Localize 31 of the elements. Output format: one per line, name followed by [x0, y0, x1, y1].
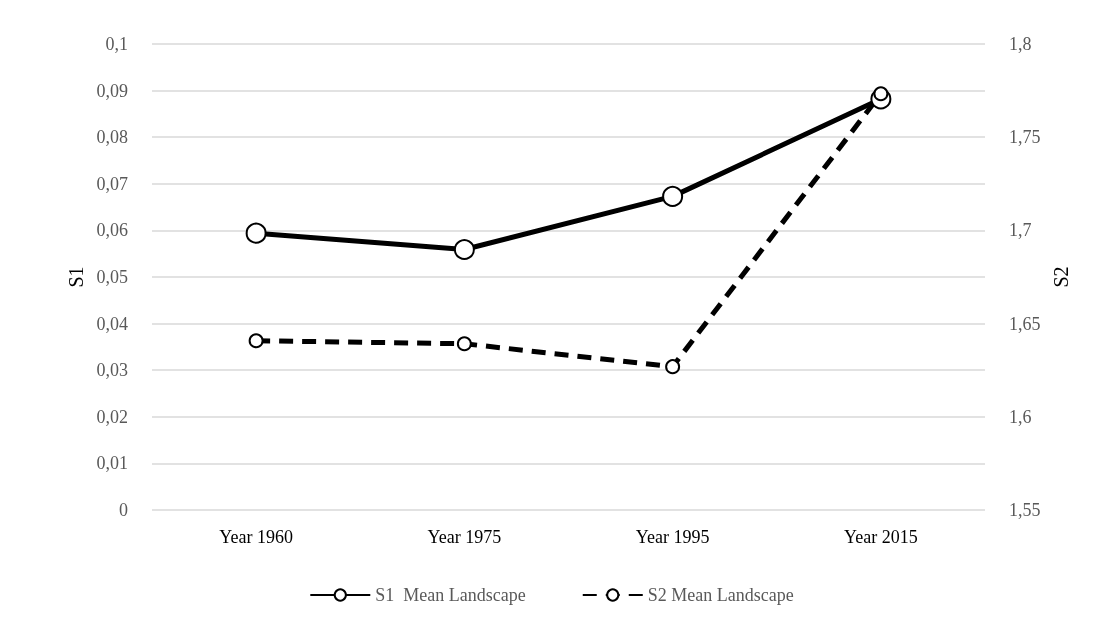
point: [662, 185, 684, 207]
point: [245, 222, 267, 244]
x-tick-label: Year 1975: [427, 527, 502, 547]
y2-tick-label: 1,75: [1009, 127, 1041, 148]
y-tick-label: 0,1: [105, 34, 128, 54]
y-tick-label: 0,03: [96, 360, 128, 381]
y2-tick-label: 1,6: [1009, 406, 1032, 427]
point: [248, 333, 264, 349]
y-tick-label: 0,07: [96, 173, 128, 194]
y2-axis-title: S2: [1050, 266, 1073, 288]
y2-tick-label: 1,65: [1009, 313, 1041, 334]
x-tick-label: Year 1995: [635, 527, 710, 547]
y2-tick-label: 1,8: [1009, 34, 1032, 54]
x-tick-label: Year 2015: [844, 527, 918, 547]
point: [453, 239, 475, 260]
y-tick-label: 0,02: [96, 406, 128, 427]
legend-label: S2 Mean Landscape: [647, 585, 794, 605]
y-tick-label: 0,06: [96, 220, 128, 241]
point: [456, 336, 472, 352]
y2-tick-label: 1,7: [1009, 220, 1032, 241]
y-tick-label: 0: [119, 500, 128, 520]
legend-label: S1 Mean Landscape: [375, 585, 526, 605]
point: [665, 359, 681, 375]
x-tick-label: Year 1960: [219, 527, 293, 547]
y-tick-label: 0,04: [96, 313, 128, 334]
y-tick-label: 0,05: [96, 267, 128, 287]
y-axis-title: S1: [64, 266, 87, 288]
y-tick-label: 0,01: [96, 453, 128, 474]
y-tick-label: 0,08: [96, 127, 128, 148]
y-tick-label: 0,09: [96, 80, 128, 101]
y2-tick-label: 1,55: [1009, 500, 1041, 520]
